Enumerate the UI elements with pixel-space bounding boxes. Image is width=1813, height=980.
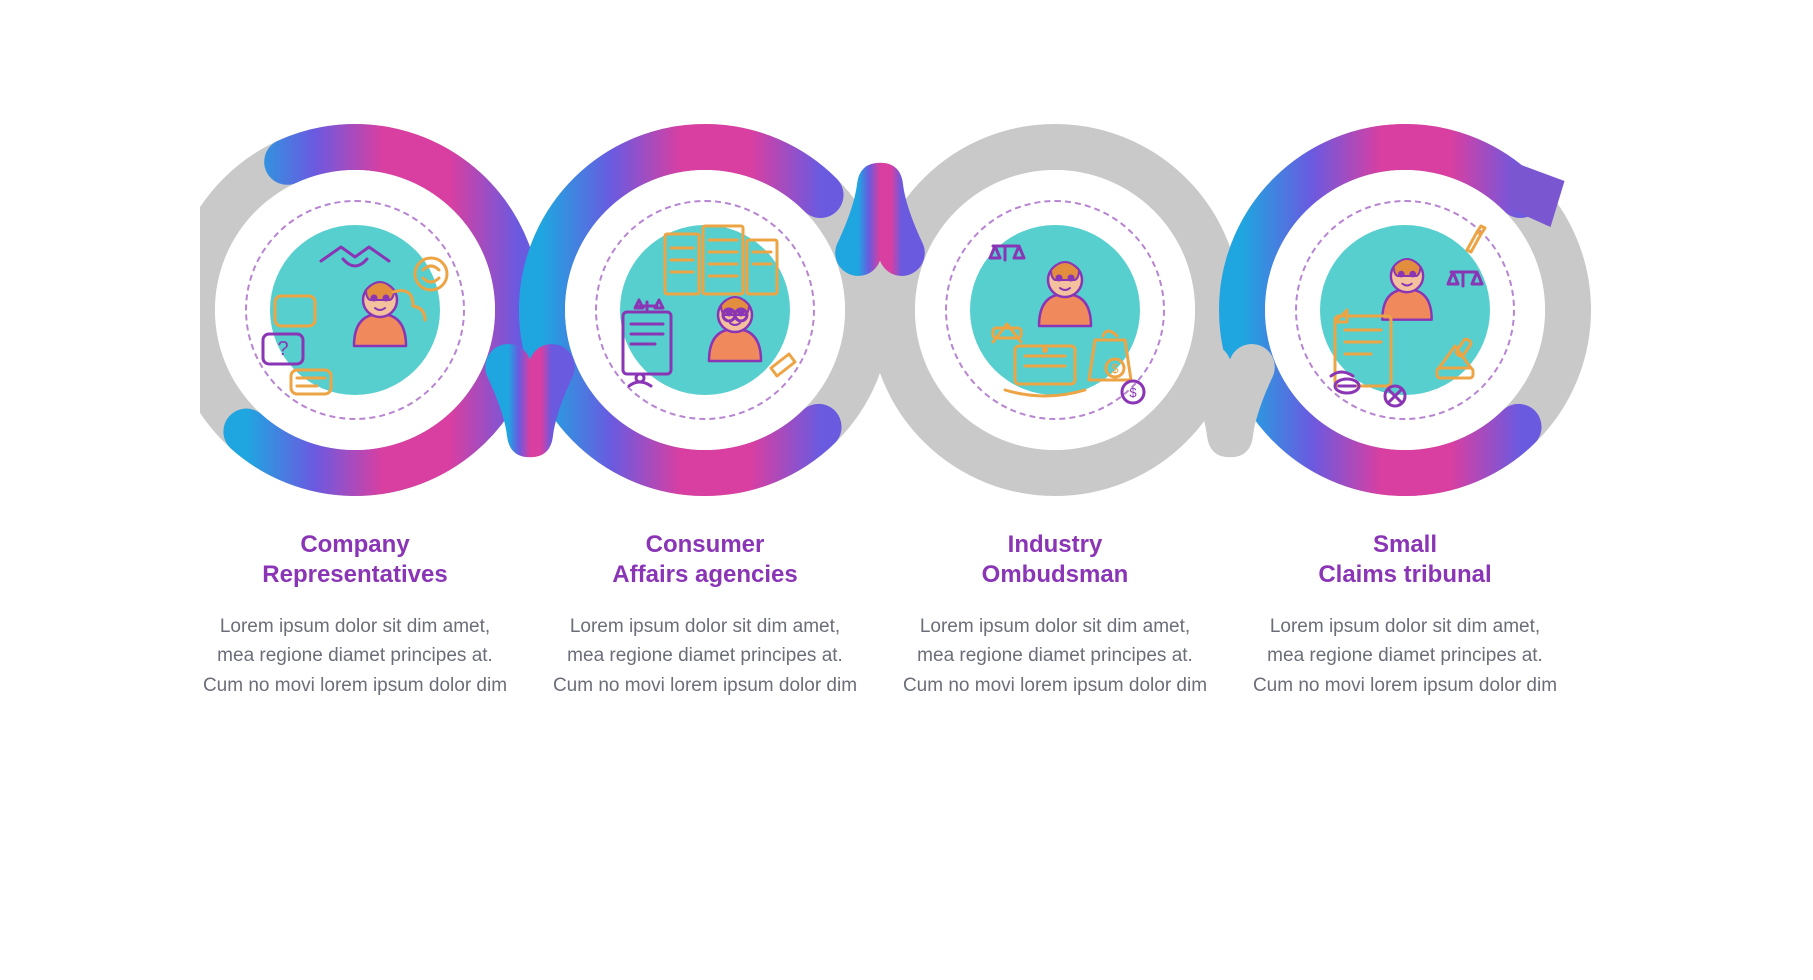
item-title: SmallClaims tribunal [1250, 530, 1560, 590]
item-body: Lorem ipsum dolor sit dim amet, mea regi… [200, 612, 510, 700]
small-claims-icon [1295, 200, 1515, 420]
item-title: IndustryOmbudsman [900, 530, 1210, 590]
company-reps-icon: ? [245, 200, 465, 420]
text-column-3: IndustryOmbudsman Lorem ipsum dolor sit d… [900, 530, 1210, 700]
svg-text:?: ? [277, 338, 288, 360]
svg-text:$: $ [1111, 361, 1119, 376]
medallion-4 [1265, 170, 1545, 450]
medallion-2 [565, 170, 845, 450]
consumer-affairs-icon [595, 200, 815, 420]
svg-text:$: $ [1129, 385, 1137, 400]
item-title: ConsumerAffairs agencies [550, 530, 860, 590]
item-title: CompanyRepresentatives [200, 530, 510, 590]
item-body: Lorem ipsum dolor sit dim amet, mea regi… [550, 612, 860, 700]
item-body: Lorem ipsum dolor sit dim amet, mea regi… [1250, 612, 1560, 700]
item-body: Lorem ipsum dolor sit dim amet, mea regi… [900, 612, 1210, 700]
text-column-4: SmallClaims tribunal Lorem ipsum dolor si… [1250, 530, 1560, 700]
medallion-1: ? [215, 170, 495, 450]
medallion-3: $ $ [915, 170, 1195, 450]
text-column-2: ConsumerAffairs agencies Lorem ipsum dolo… [550, 530, 860, 700]
infographic-stage: ? CompanyRepresentatives Lorem ipsum dolo… [200, 120, 1613, 860]
text-column-1: CompanyRepresentatives Lorem ipsum dolor … [200, 530, 510, 700]
industry-ombudsman-icon: $ $ [945, 200, 1165, 420]
